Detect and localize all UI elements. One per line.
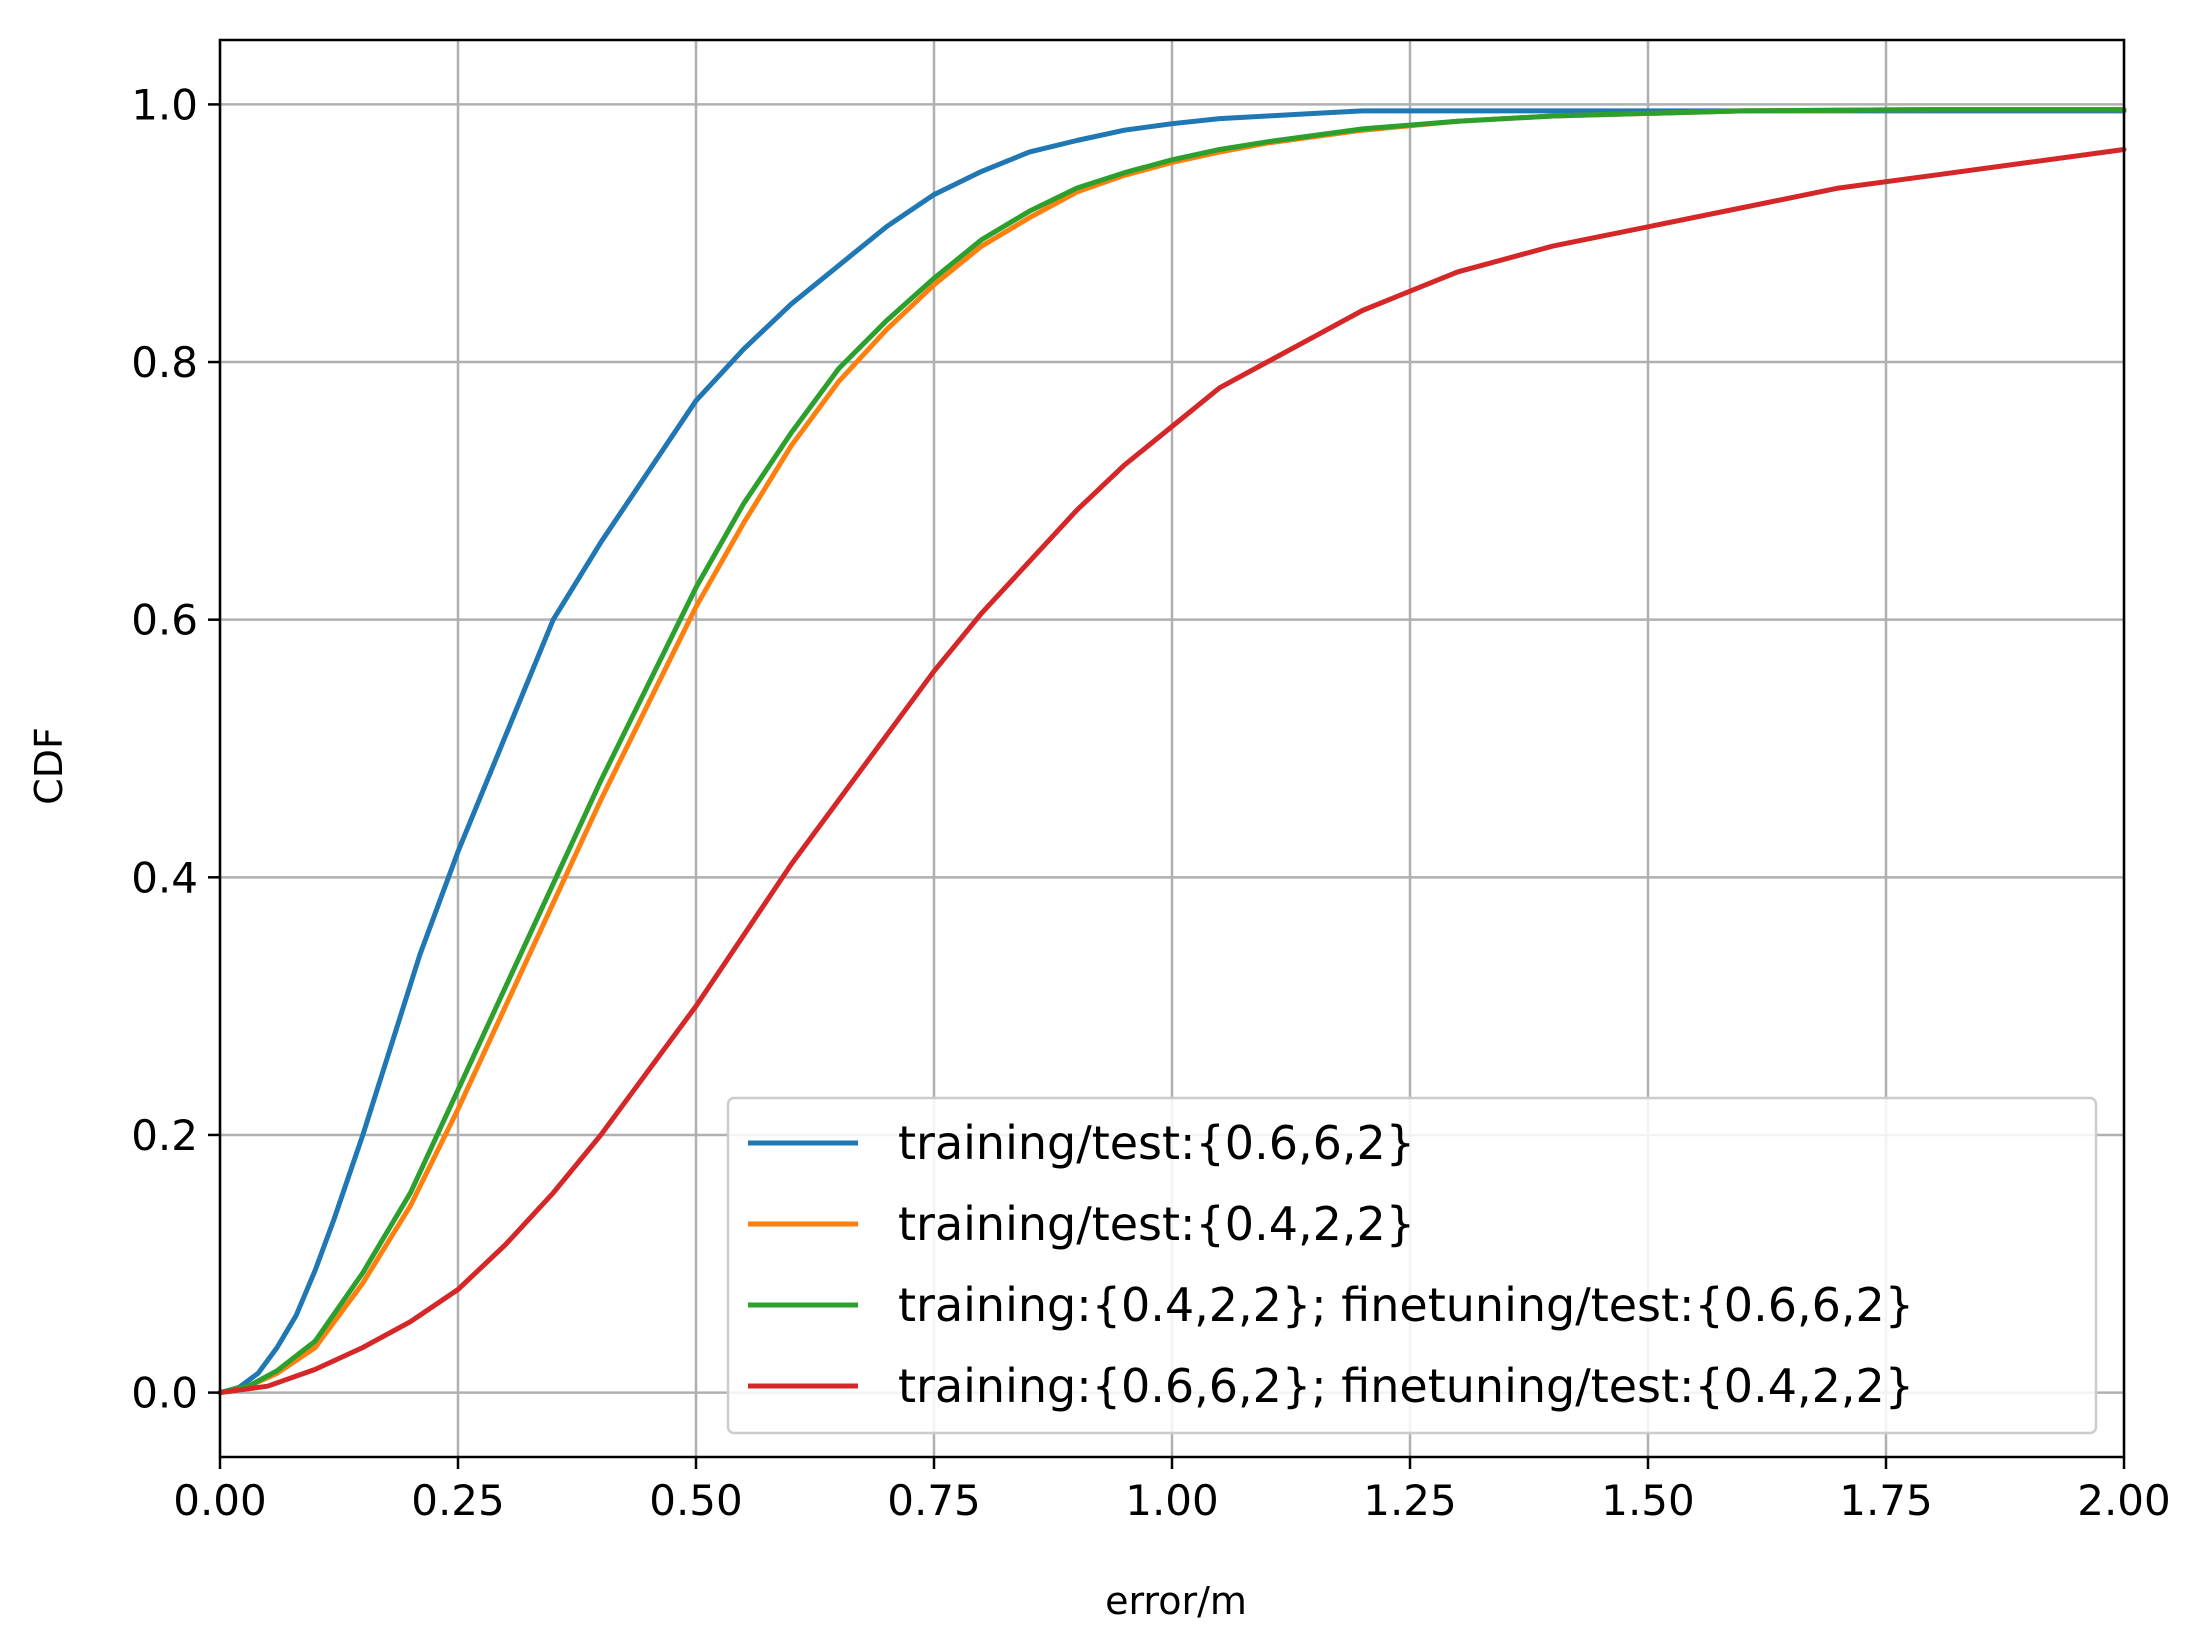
y-tick-label: 0.4: [131, 853, 198, 902]
y-tick-label: 0.0: [131, 1369, 198, 1418]
legend-label-4: training:{0.6,6,2}; finetuning/test:{0.4…: [898, 1359, 1914, 1413]
x-tick-label: 0.75: [887, 1476, 981, 1525]
x-tick-label: 1.25: [1363, 1476, 1457, 1525]
x-tick-label: 1.75: [1839, 1476, 1933, 1525]
series-line-4: [217, 147, 2127, 1396]
legend-box: [726, 1096, 2098, 1435]
series-line-3: [217, 107, 2127, 1396]
x-tick-label: 0.50: [649, 1476, 743, 1525]
x-tick-label: 0.00: [173, 1476, 267, 1525]
legend-label-2: training/test:{0.4,2,2}: [898, 1197, 1415, 1251]
x-tick-label: 1.00: [1125, 1476, 1219, 1525]
y-tick-label: 0.2: [131, 1111, 198, 1160]
y-tick-label: 0.8: [131, 338, 198, 387]
y-axis-label: CDF: [27, 727, 71, 805]
ticks-layer: 0.00 0.25 0.50 0.75 1.00 1.25 1.50 1.75 2.00 0.0 0…: [131, 80, 2171, 1525]
legend-label-3: training:{0.4,2,2}; finetuning/test:{0.6…: [898, 1278, 1914, 1332]
x-axis-label: error/m: [1105, 1579, 1247, 1623]
x-tick-label: 1.50: [1601, 1476, 1695, 1525]
series-line-1: [217, 108, 2127, 1396]
x-tick-label: 2.00: [2077, 1476, 2171, 1525]
legend: training/test:{0.6,6,2} training/test:{0.…: [726, 1096, 2098, 1435]
legend-label-1: training/test:{0.6,6,2}: [898, 1116, 1415, 1170]
y-tick-label: 1.0: [131, 80, 198, 129]
x-tick-label: 0.25: [411, 1476, 505, 1525]
y-tick-label: 0.6: [131, 596, 198, 645]
series-layer: [217, 107, 2127, 1396]
